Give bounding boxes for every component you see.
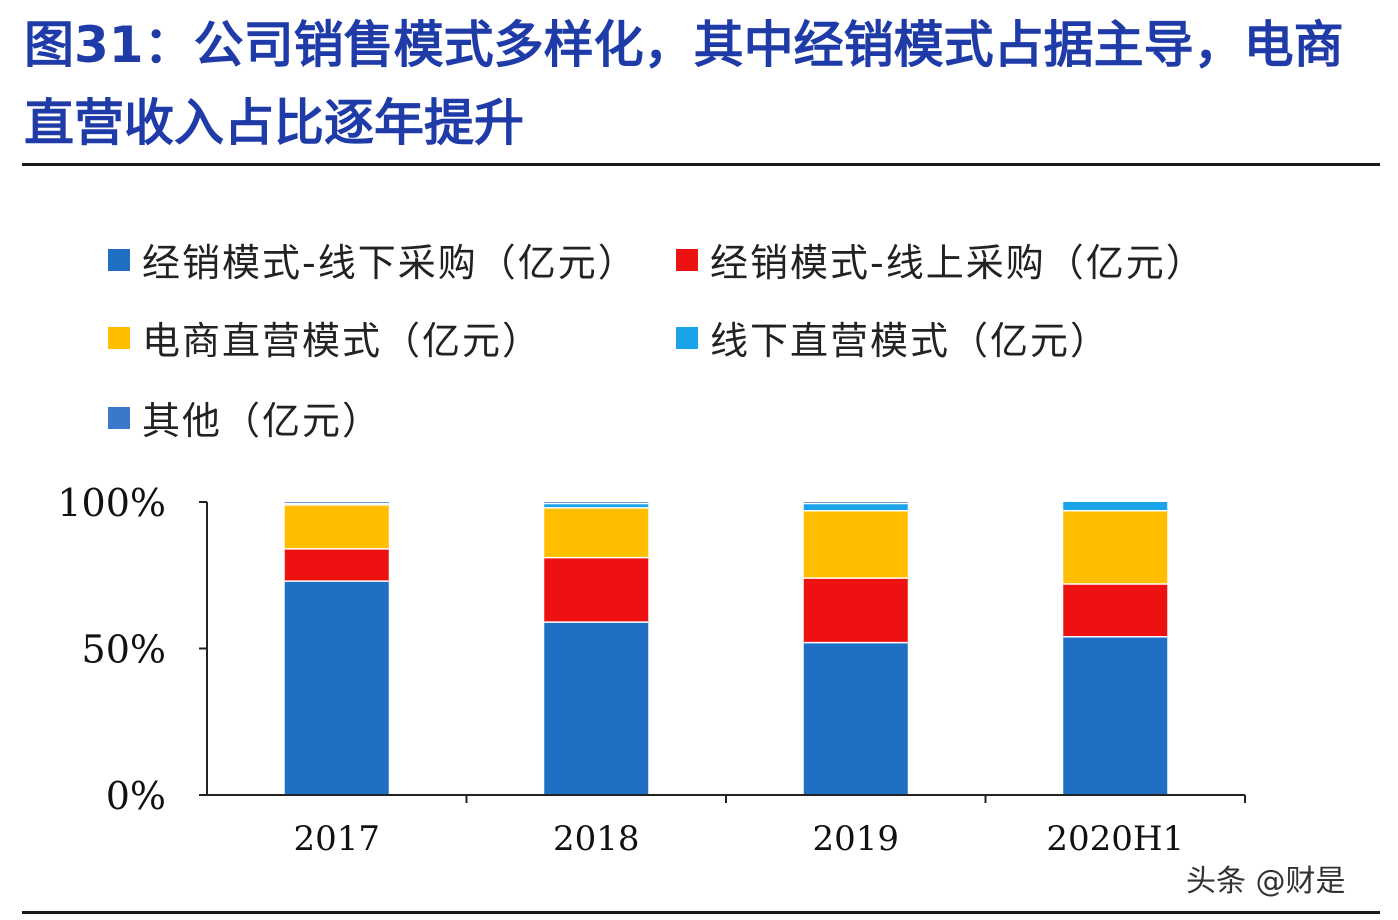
legend-swatch [108,326,130,349]
bar-segment [544,557,649,623]
bottom-divider [22,911,1380,914]
legend-label: 线下直营模式（亿元） [710,319,1111,363]
y-tick-label: 50% [82,628,166,672]
bar-segment [803,510,908,579]
bar-segment [803,642,908,795]
bar-segment [284,504,389,549]
y-tick-label: 0% [106,774,166,818]
x-tick-label: 2017 [293,819,380,859]
bar-segment [1063,584,1168,637]
legend-swatch [108,406,130,429]
bar-segment [803,578,908,643]
bar-segment [544,622,649,795]
x-tick-label: 2020H1 [1046,819,1184,859]
legend-swatch [676,326,698,349]
legend-label: 经销模式-线上采购（亿元） [710,241,1206,285]
legend-swatch [676,248,698,271]
legend-label: 电商直营模式（亿元） [142,319,543,363]
top-divider [22,163,1380,166]
bar-segment [544,503,649,508]
bar-segment [284,581,389,795]
y-tick-label: 100% [57,481,166,525]
bar-segment [1063,510,1168,585]
x-tick-label: 2019 [812,819,899,859]
legend-item-other: 其他（亿元） [108,390,382,445]
x-tick-label: 2018 [553,819,640,859]
bar-segment [1063,636,1168,795]
bar-segment [1063,502,1168,511]
legend-label: 经销模式-线下采购（亿元） [142,241,638,285]
legend-item-ecommerce-direct: 电商直营模式（亿元） [108,310,542,365]
legend-label: 其他（亿元） [142,399,383,443]
bar-segment [284,548,389,582]
bar-segment [544,507,649,558]
legend-item-offline-dealer: 经销模式-线下采购（亿元） [108,232,638,287]
legend-swatch [108,248,130,271]
legend-item-online-dealer: 经销模式-线上采购（亿元） [676,232,1206,287]
bar-segment [803,503,908,511]
legend-item-offline-direct: 线下直营模式（亿元） [676,310,1110,365]
watermark: 头条 @财是 [1186,864,1346,899]
chart-title: 图31：公司销售模式多样化，其中经销模式占据主导，电商直营收入占比逐年提升 [24,16,1344,152]
